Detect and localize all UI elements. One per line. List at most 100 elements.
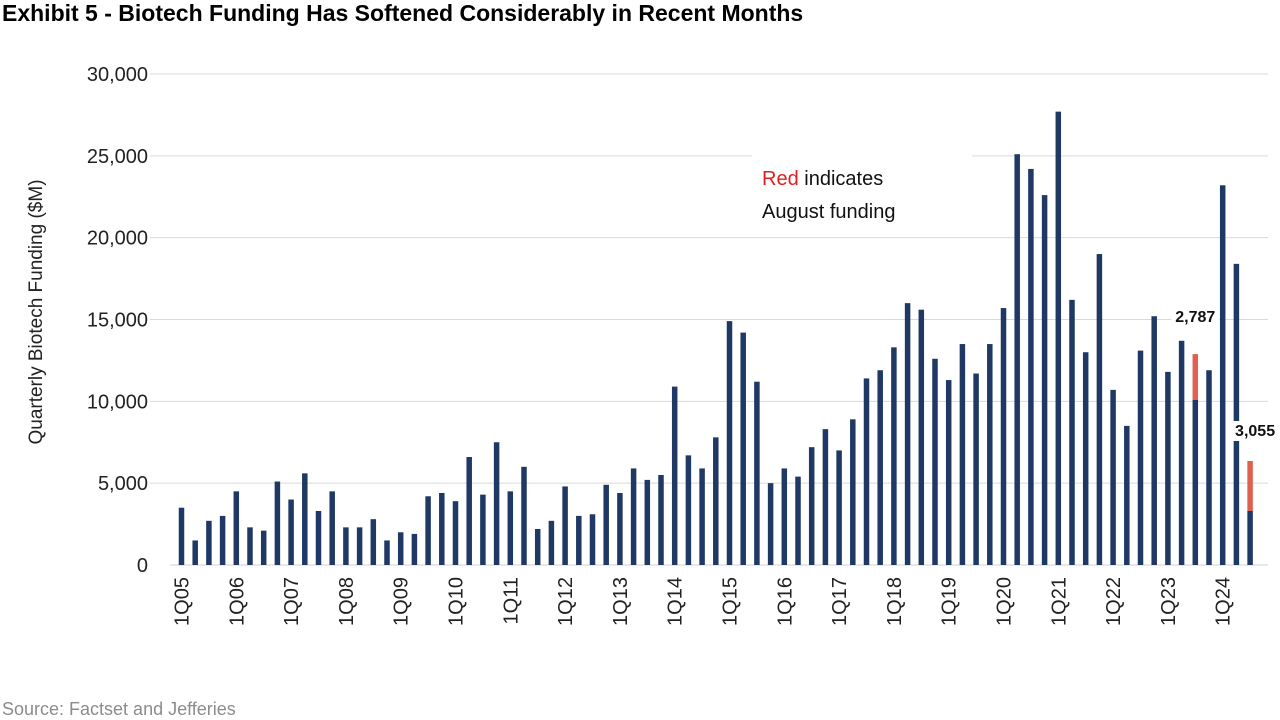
bar (1000, 308, 1007, 565)
bar-august-segment (1192, 354, 1199, 400)
bar (671, 386, 678, 565)
bar (466, 456, 472, 565)
bar (877, 370, 883, 565)
annotation-box (752, 152, 972, 230)
x-tick-label: 1Q23 (1158, 577, 1180, 626)
bar (439, 492, 445, 565)
x-tick-label: 1Q20 (994, 577, 1016, 626)
bar (1219, 185, 1226, 565)
bar (726, 321, 733, 565)
y-tick-label: 10,000 (87, 391, 148, 413)
bar (521, 466, 527, 565)
bar (507, 491, 514, 565)
bar (973, 373, 979, 565)
bar (480, 494, 486, 565)
bar (808, 447, 815, 565)
bar (493, 442, 500, 565)
bar (370, 519, 377, 565)
annotation-indicates: indicates (799, 168, 884, 190)
bar (932, 358, 938, 565)
bar (343, 527, 349, 565)
bar (302, 473, 308, 565)
bar (644, 479, 651, 565)
x-tick-label: 1Q22 (1103, 577, 1125, 626)
x-tick-label: 1Q08 (336, 577, 358, 626)
x-tick-label: 1Q21 (1048, 577, 1070, 626)
bar (904, 303, 911, 565)
bar (1137, 350, 1144, 565)
bars (178, 111, 1253, 566)
y-tick-label: 0 (137, 555, 148, 577)
chart-title: Exhibit 5 - Biotech Funding Has Softened… (2, 0, 804, 26)
bar (1041, 195, 1048, 565)
bar (576, 515, 582, 565)
bar (836, 450, 842, 565)
y-tick-label: 15,000 (87, 310, 148, 332)
x-tick-label: 1Q18 (884, 577, 906, 626)
bar (411, 533, 418, 565)
bar (1055, 111, 1062, 565)
bar (1110, 389, 1116, 565)
data-label-bg (1171, 307, 1220, 328)
x-tick-label: 1Q19 (939, 577, 961, 626)
x-tick-label: 1Q12 (555, 577, 577, 626)
annotation-red-word: Red (762, 168, 799, 190)
bar (603, 484, 609, 565)
y-tick-label: 20,000 (87, 228, 148, 250)
bar (740, 332, 746, 565)
annotation-line-2: August funding (762, 201, 895, 223)
bar (589, 514, 596, 565)
x-tick-label: 1Q10 (446, 577, 468, 626)
x-tick-label: 1Q13 (610, 577, 632, 626)
x-tick-label: 1Q09 (391, 577, 413, 626)
x-tick-label: 1Q06 (226, 577, 248, 626)
bar (192, 540, 198, 565)
bar (658, 474, 664, 565)
bar (754, 381, 760, 565)
bar (795, 476, 801, 565)
data-labels: 2,787 3,055 (1171, 307, 1275, 441)
x-tick-label: 1Q15 (720, 577, 742, 626)
bar (945, 380, 952, 565)
bar (1233, 263, 1240, 565)
bar (1082, 352, 1089, 565)
bar (713, 437, 719, 565)
bar (767, 483, 774, 565)
bar (1206, 370, 1212, 565)
bar (534, 528, 541, 565)
bar (1165, 371, 1171, 565)
x-tick-label: 1Q14 (665, 577, 687, 626)
bar (1096, 254, 1103, 566)
x-tick-label: 1Q16 (774, 577, 796, 626)
bar (1028, 168, 1034, 565)
bar (685, 455, 692, 565)
bar (452, 501, 459, 565)
y-tick-label: 5,000 (98, 473, 148, 495)
data-label: 3,055 (1235, 423, 1275, 440)
bar (891, 347, 897, 565)
bar (206, 520, 212, 565)
source-note: Source: Factset and Jefferies (2, 699, 236, 719)
bar (1247, 510, 1253, 565)
bar (1178, 340, 1185, 565)
bar (1151, 316, 1157, 565)
bar (1069, 299, 1075, 565)
bar (863, 378, 870, 565)
y-tick-label: 25,000 (87, 146, 148, 168)
bar (260, 530, 267, 565)
bar (1014, 154, 1020, 566)
bar (247, 527, 253, 565)
bar (562, 486, 568, 565)
bar (329, 491, 335, 565)
x-tick-label: 1Q17 (829, 577, 851, 626)
bar (1192, 399, 1199, 565)
data-label-bg (1227, 420, 1276, 441)
bar (288, 499, 294, 565)
x-tick-label: 1Q11 (500, 577, 522, 624)
bar (630, 468, 637, 565)
bar (315, 510, 322, 565)
bar (617, 492, 623, 565)
y-axis-label: Quarterly Biotech Funding ($M) (26, 179, 47, 444)
bar (699, 468, 705, 565)
